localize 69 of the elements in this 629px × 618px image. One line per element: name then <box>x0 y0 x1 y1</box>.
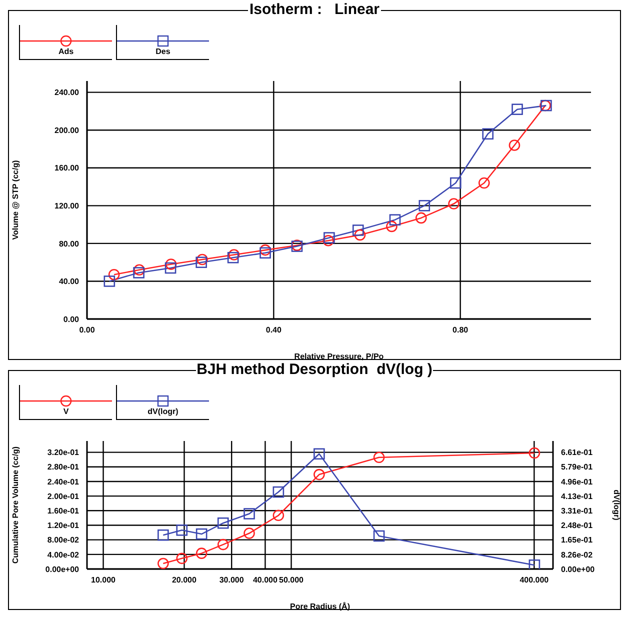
point <box>227 252 239 264</box>
point <box>389 214 401 226</box>
y-tick-label: 240.00 <box>54 88 80 98</box>
x-tick-label: 400.000 <box>520 576 550 585</box>
point <box>354 229 366 241</box>
point <box>386 220 398 232</box>
point <box>352 224 364 236</box>
point <box>196 256 207 268</box>
y2-tick-label: 3.31e-01 <box>561 506 594 516</box>
point <box>508 140 520 151</box>
y2-tick-label: 8.26e-02 <box>561 550 594 560</box>
y-tick-label: 4.00e-02 <box>47 550 80 560</box>
legend-label: dV(logr) <box>146 407 180 416</box>
point <box>165 258 177 270</box>
point <box>196 254 208 266</box>
point <box>450 177 462 189</box>
x-tick-label: 0.40 <box>266 326 282 335</box>
point <box>418 200 430 212</box>
y-tick-label: 160.00 <box>54 164 80 173</box>
point <box>164 262 176 274</box>
legend-label: Ads <box>57 47 75 56</box>
y2-tick-label: 4.96e-01 <box>561 477 594 486</box>
y-tick-label: 2.40e-01 <box>47 477 80 486</box>
point <box>228 249 240 260</box>
point <box>322 234 334 246</box>
y2-tick-label: 0.00e+00 <box>561 564 596 574</box>
x-tick-label: 0.80 <box>452 326 469 335</box>
point <box>415 212 427 224</box>
y-axis-title: Volume @ STP (cc/g) <box>10 160 20 240</box>
y2-tick-label: 1.65e-01 <box>561 536 594 545</box>
x-tick-label: 20.000 <box>172 576 198 585</box>
point <box>108 268 120 280</box>
y2-tick-label: 5.79e-01 <box>561 462 594 472</box>
x-axis-title: Relative Pressure, P/Po <box>294 352 384 361</box>
x-tick-label: 0.00 <box>79 326 96 335</box>
y-tick-label: 8.00e-02 <box>47 536 80 545</box>
chart-title: Isotherm : Linear <box>248 1 381 18</box>
y2-axis-title: dV(logr) <box>612 490 622 521</box>
x-tick-label: 10.000 <box>91 576 116 585</box>
point <box>482 128 494 140</box>
y-tick-label: 80.00 <box>58 239 80 248</box>
legend-label: V <box>62 407 70 416</box>
y-tick-label: 0.00e+00 <box>45 564 80 574</box>
point <box>512 104 523 115</box>
y-tick-label: 0.00 <box>63 314 80 324</box>
y-tick-label: 2.80e-01 <box>47 462 80 472</box>
point <box>478 177 490 189</box>
point <box>133 267 144 278</box>
y2-tick-label: 2.48e-01 <box>561 521 594 530</box>
x-tick-label: 50.000 <box>279 576 304 585</box>
y2-tick-label: 6.61e-01 <box>561 448 594 458</box>
x-tick-label: 30.000 <box>219 576 244 585</box>
point <box>104 276 116 287</box>
point <box>324 232 335 244</box>
y2-tick-label: 4.13e-01 <box>561 492 594 501</box>
legend-label: Des <box>154 47 172 56</box>
y-tick-label: 1.60e-01 <box>47 506 80 516</box>
y-tick-label: 1.20e-01 <box>47 521 80 530</box>
y-tick-label: 2.00e-01 <box>47 492 80 501</box>
y-axis-title: Cumulative Pore Volume (cc/g) <box>10 446 20 564</box>
x-tick-label: 40.000 <box>252 576 278 585</box>
chart-title: BJH method Desorption dV(log ) <box>196 361 434 378</box>
point <box>448 198 460 210</box>
point <box>134 264 145 276</box>
y-tick-label: 40.00 <box>58 277 80 286</box>
y-tick-label: 200.00 <box>54 126 80 135</box>
point <box>260 247 271 259</box>
y-tick-label: 3.20e-01 <box>47 448 80 458</box>
y-tick-label: 120.00 <box>54 202 80 211</box>
